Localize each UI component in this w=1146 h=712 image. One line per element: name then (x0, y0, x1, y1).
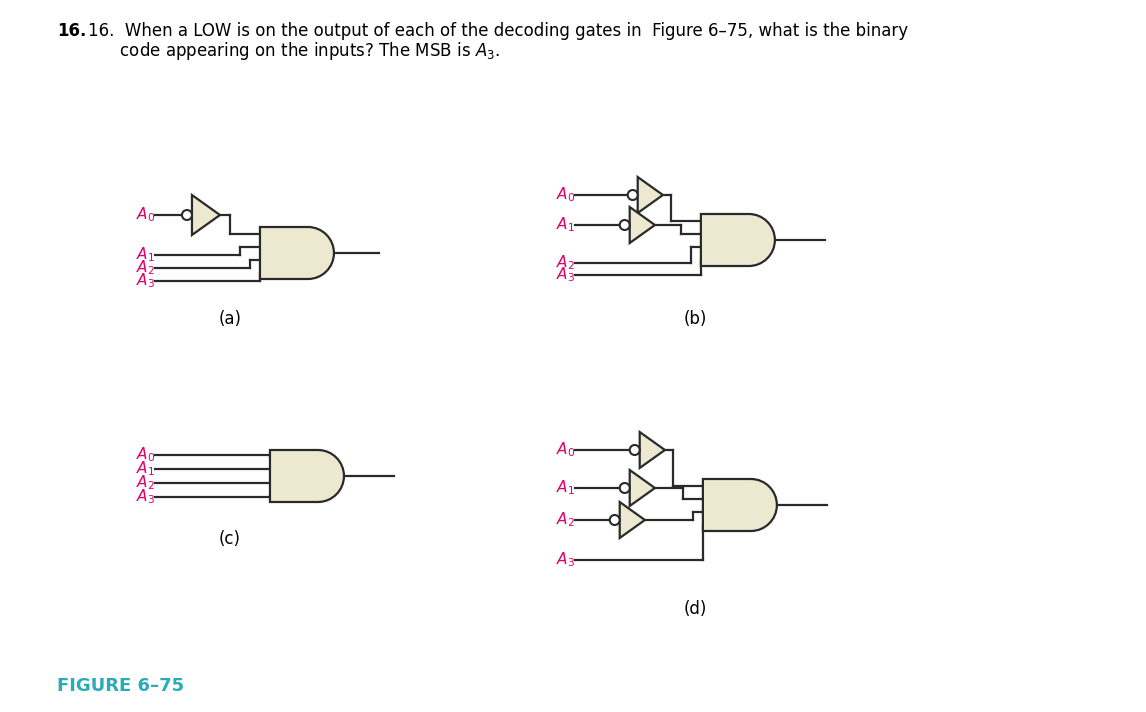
PathPatch shape (260, 227, 333, 279)
Text: $A_0$: $A_0$ (135, 446, 155, 464)
Circle shape (620, 483, 629, 493)
Text: $A_0$: $A_0$ (556, 441, 575, 459)
Circle shape (182, 210, 193, 220)
PathPatch shape (270, 450, 344, 502)
Text: $A_3$: $A_3$ (556, 266, 575, 284)
Polygon shape (637, 177, 662, 213)
Polygon shape (639, 432, 665, 468)
Text: $A_3$: $A_3$ (136, 272, 155, 290)
Circle shape (629, 445, 639, 455)
Text: code appearing on the inputs? The MSB is $A_3$.: code appearing on the inputs? The MSB is… (88, 40, 500, 62)
Text: $A_3$: $A_3$ (556, 550, 575, 570)
Text: (b): (b) (683, 310, 707, 328)
Circle shape (610, 515, 620, 525)
Circle shape (620, 220, 629, 230)
Polygon shape (193, 195, 220, 235)
Text: (c): (c) (219, 530, 241, 548)
Polygon shape (629, 207, 654, 243)
Text: $A_2$: $A_2$ (556, 253, 575, 273)
Text: $A_1$: $A_1$ (136, 460, 155, 478)
PathPatch shape (701, 214, 775, 266)
Text: $A_0$: $A_0$ (556, 186, 575, 204)
Text: $A_1$: $A_1$ (556, 478, 575, 498)
Text: $A_1$: $A_1$ (556, 216, 575, 234)
Text: $A_2$: $A_2$ (556, 511, 575, 529)
Text: $A_2$: $A_2$ (136, 473, 155, 493)
Text: $A_2$: $A_2$ (136, 258, 155, 278)
Text: $A_1$: $A_1$ (136, 246, 155, 264)
Text: (a): (a) (219, 310, 242, 328)
Text: 16.  When a LOW is on the output of each of the decoding gates in  Figure 6–75, : 16. When a LOW is on the output of each … (88, 22, 908, 40)
Text: $A_3$: $A_3$ (136, 488, 155, 506)
Polygon shape (629, 470, 654, 506)
Text: (d): (d) (683, 600, 707, 618)
Text: $A_0$: $A_0$ (135, 206, 155, 224)
Text: 16.: 16. (57, 22, 86, 40)
Polygon shape (620, 502, 645, 538)
PathPatch shape (702, 479, 777, 531)
Circle shape (628, 190, 637, 200)
Text: FIGURE 6–75: FIGURE 6–75 (57, 677, 185, 695)
